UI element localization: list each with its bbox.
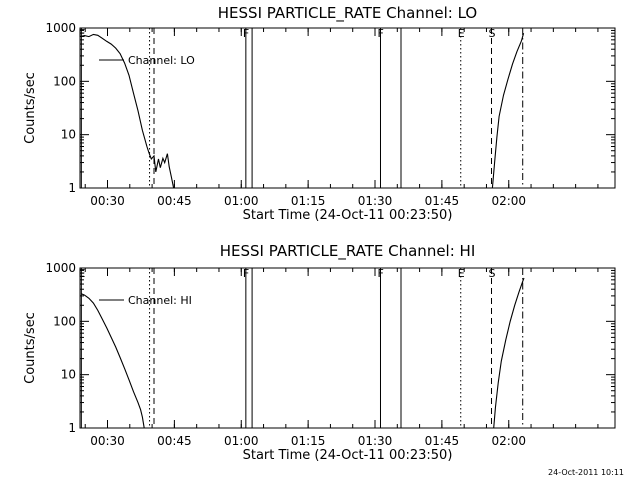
event-marker-label: S (489, 27, 496, 40)
x-tick-label: 00:45 (157, 434, 192, 448)
footer-timestamp: 24-Oct-2011 10:11 (548, 468, 624, 477)
event-marker-label: E (78, 267, 85, 280)
x-tick-label: 00:30 (90, 434, 125, 448)
plot-frame (79, 27, 616, 189)
x-tick-label: 01:15 (291, 194, 326, 208)
y-tick-label: 1000 (45, 21, 76, 35)
legend-label: Channel: LO (128, 54, 195, 67)
lo-channel-panel: HESSI PARTICLE_RATE Channel: LO 00:30 00:4… (23, 4, 616, 223)
plot-frame (79, 267, 616, 429)
y-tick-label: 1 (68, 181, 76, 195)
x-tick-label: 01:00 (224, 194, 259, 208)
x-tick-label: 01:30 (358, 434, 393, 448)
x-tick-label: 01:00 (224, 434, 259, 448)
event-marker-label: F (243, 267, 249, 280)
chart-title: HESSI PARTICLE_RATE Channel: HI (220, 242, 476, 261)
y-tick-label: 100 (53, 74, 76, 88)
y-tick-label: 10 (61, 128, 76, 142)
event-marker-label: E (78, 27, 85, 40)
y-tick-label: 10 (61, 368, 76, 382)
y-axis-label: Counts/sec (23, 72, 38, 144)
x-tick-label: 01:15 (291, 434, 326, 448)
series-line (493, 277, 525, 428)
x-axis-label: Start Time (24-Oct-11 00:23:50) (243, 208, 453, 223)
event-marker-label: S (489, 267, 496, 280)
series-line (491, 33, 525, 188)
event-marker-label: F (243, 27, 249, 40)
y-tick-label: 100 (53, 314, 76, 328)
chart-title: HESSI PARTICLE_RATE Channel: LO (218, 4, 477, 23)
series-line (81, 293, 145, 428)
series-line (81, 33, 175, 188)
event-marker-label: E (458, 27, 465, 40)
y-tick-label: 1 (68, 421, 76, 435)
y-tick-label: 1000 (45, 261, 76, 275)
hi-channel-panel: HESSI PARTICLE_RATE Channel: HI 00:30 00:4… (23, 242, 616, 463)
legend-label: Channel: HI (128, 294, 192, 307)
x-tick-label: 00:30 (90, 194, 125, 208)
x-axis-label: Start Time (24-Oct-11 00:23:50) (243, 448, 453, 463)
x-tick-label: 01:45 (425, 434, 460, 448)
event-marker-label: E (458, 267, 465, 280)
x-tick-label: 00:45 (157, 194, 192, 208)
event-marker-label: F (377, 27, 383, 40)
x-tick-label: 01:45 (425, 194, 460, 208)
event-marker-label: F (377, 267, 383, 280)
x-tick-label: 02:00 (491, 434, 526, 448)
x-tick-label: 02:00 (491, 194, 526, 208)
x-tick-label: 01:30 (358, 194, 393, 208)
y-axis-label: Counts/sec (23, 312, 38, 384)
